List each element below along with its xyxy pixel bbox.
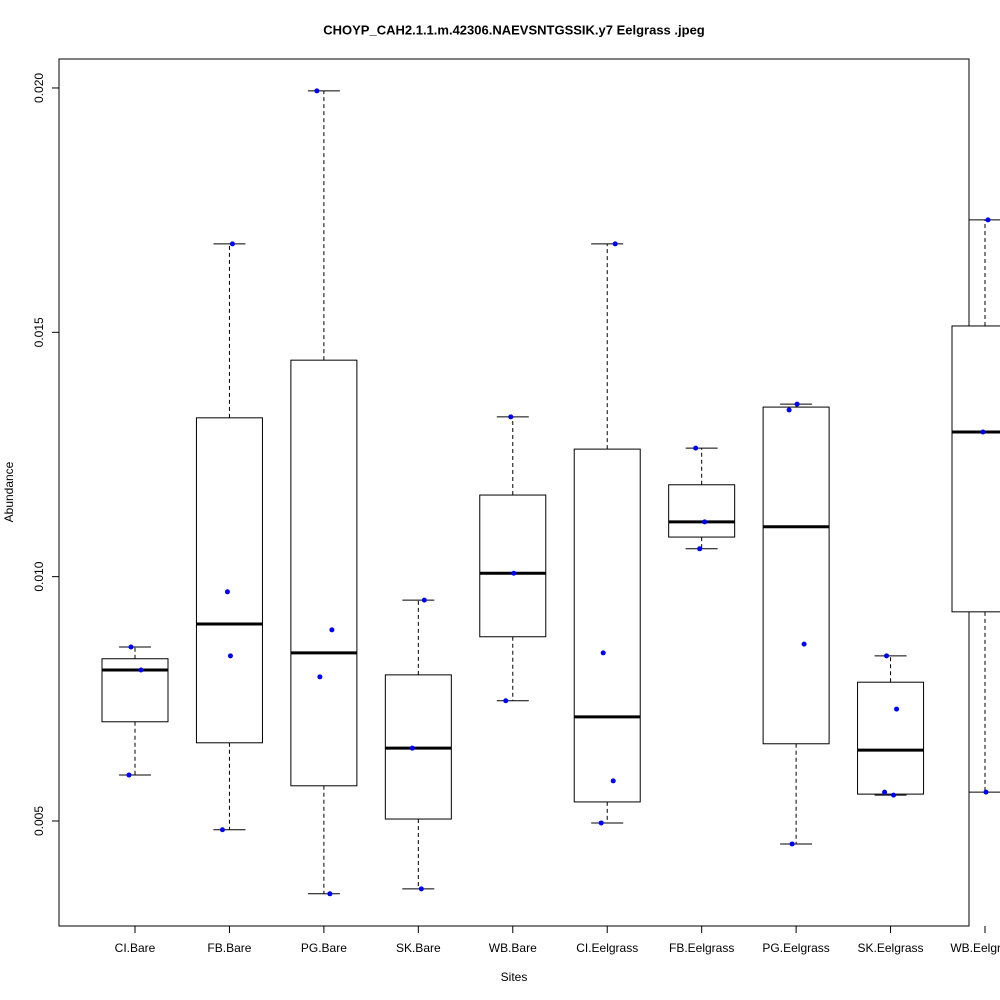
data-point bbox=[126, 772, 132, 778]
y-axis-label: Abundance bbox=[2, 461, 16, 522]
data-point bbox=[503, 698, 509, 704]
data-point bbox=[794, 401, 800, 407]
box bbox=[290, 359, 358, 787]
data-point bbox=[327, 891, 333, 897]
x-tick-label: CI.Eelgrass bbox=[576, 941, 638, 955]
data-point bbox=[610, 778, 616, 784]
data-point bbox=[697, 546, 703, 552]
plot-frame bbox=[58, 58, 970, 927]
data-point bbox=[801, 641, 807, 647]
chart-title: CHOYP_CAH2.1.1.m.42306.NAEVSNTGSSIK.y7 E… bbox=[323, 22, 705, 37]
y-tick-label: 0.005 bbox=[32, 806, 46, 836]
data-point bbox=[317, 674, 323, 680]
box bbox=[101, 658, 169, 723]
box bbox=[951, 325, 1000, 613]
x-tick-label: WB.Eelgrass bbox=[950, 941, 1000, 955]
data-point bbox=[786, 407, 792, 413]
box bbox=[195, 417, 263, 744]
data-point bbox=[409, 745, 415, 751]
data-point bbox=[508, 414, 514, 420]
data-point bbox=[882, 789, 888, 795]
data-point bbox=[227, 653, 233, 659]
box bbox=[762, 406, 830, 745]
box bbox=[479, 494, 547, 638]
data-point bbox=[600, 650, 606, 656]
data-point bbox=[421, 597, 427, 603]
data-point bbox=[219, 827, 225, 833]
box bbox=[573, 448, 641, 803]
data-point bbox=[224, 589, 230, 595]
data-point bbox=[985, 217, 991, 223]
x-tick-label: SK.Bare bbox=[396, 941, 441, 955]
data-point bbox=[511, 570, 517, 576]
x-tick-label: FB.Bare bbox=[207, 941, 251, 955]
data-point bbox=[138, 667, 144, 673]
x-tick-label: FB.Eelgrass bbox=[669, 941, 734, 955]
data-point bbox=[229, 241, 235, 247]
box bbox=[857, 681, 925, 795]
data-point bbox=[884, 653, 890, 659]
y-tick-label: 0.010 bbox=[32, 561, 46, 591]
x-axis-label: Sites bbox=[501, 970, 528, 984]
x-tick-label: CI.Bare bbox=[115, 941, 156, 955]
data-point bbox=[891, 792, 897, 798]
data-point bbox=[693, 445, 699, 451]
data-point bbox=[128, 644, 134, 650]
x-tick-label: SK.Eelgrass bbox=[858, 941, 924, 955]
data-point bbox=[329, 627, 335, 633]
data-point bbox=[612, 241, 618, 247]
x-tick-label: PG.Bare bbox=[301, 941, 347, 955]
data-point bbox=[314, 88, 320, 94]
data-point bbox=[789, 841, 795, 847]
data-point bbox=[980, 429, 986, 435]
data-point bbox=[598, 820, 604, 826]
data-point bbox=[418, 886, 424, 892]
data-point bbox=[702, 519, 708, 525]
data-point bbox=[894, 706, 900, 712]
y-tick-label: 0.020 bbox=[32, 73, 46, 103]
data-point bbox=[983, 789, 989, 795]
box bbox=[668, 484, 736, 538]
y-tick-label: 0.015 bbox=[32, 317, 46, 347]
x-tick-label: PG.Eelgrass bbox=[762, 941, 829, 955]
x-tick-label: WB.Bare bbox=[489, 941, 537, 955]
